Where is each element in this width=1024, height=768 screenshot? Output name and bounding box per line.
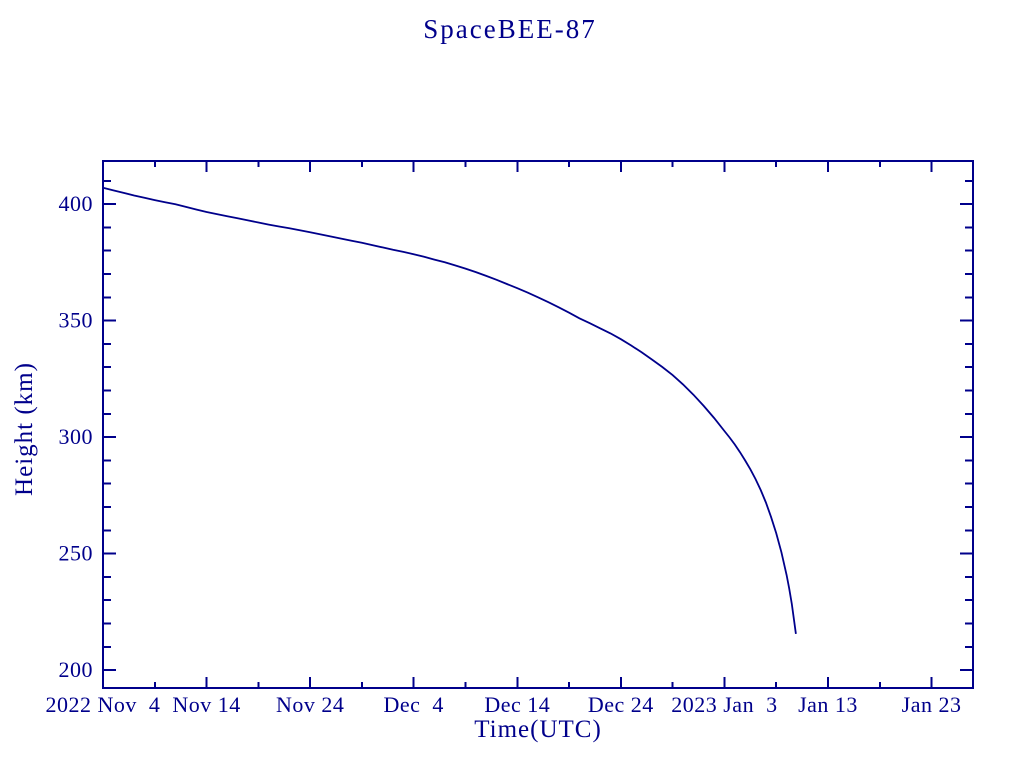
x-axis-title: Time(UTC) bbox=[474, 716, 602, 743]
x-tick-label: Nov 14 bbox=[172, 692, 240, 717]
y-tick-label: 350 bbox=[59, 308, 94, 333]
x-tick-label: Dec 4 bbox=[384, 692, 444, 717]
x-tick-label: Jan 13 bbox=[798, 692, 858, 717]
x-tick-label: Dec 14 bbox=[484, 692, 550, 717]
y-tick-label: 200 bbox=[59, 657, 94, 682]
x-tick-label: 2023 Jan 3 bbox=[671, 692, 777, 717]
plot-frame bbox=[102, 160, 974, 689]
x-tick-label: Nov 24 bbox=[276, 692, 344, 717]
y-tick-label: 250 bbox=[59, 541, 94, 566]
x-tick-label: Dec 24 bbox=[588, 692, 654, 717]
chart-title: SpaceBEE-87 bbox=[423, 14, 597, 44]
decay-curve bbox=[102, 186, 797, 635]
y-tick-label: 300 bbox=[59, 424, 94, 449]
x-tick-label: Jan 23 bbox=[902, 692, 962, 717]
x-tick-label: 2022 Nov 4 bbox=[46, 692, 161, 717]
y-tick-label: 400 bbox=[59, 191, 94, 216]
